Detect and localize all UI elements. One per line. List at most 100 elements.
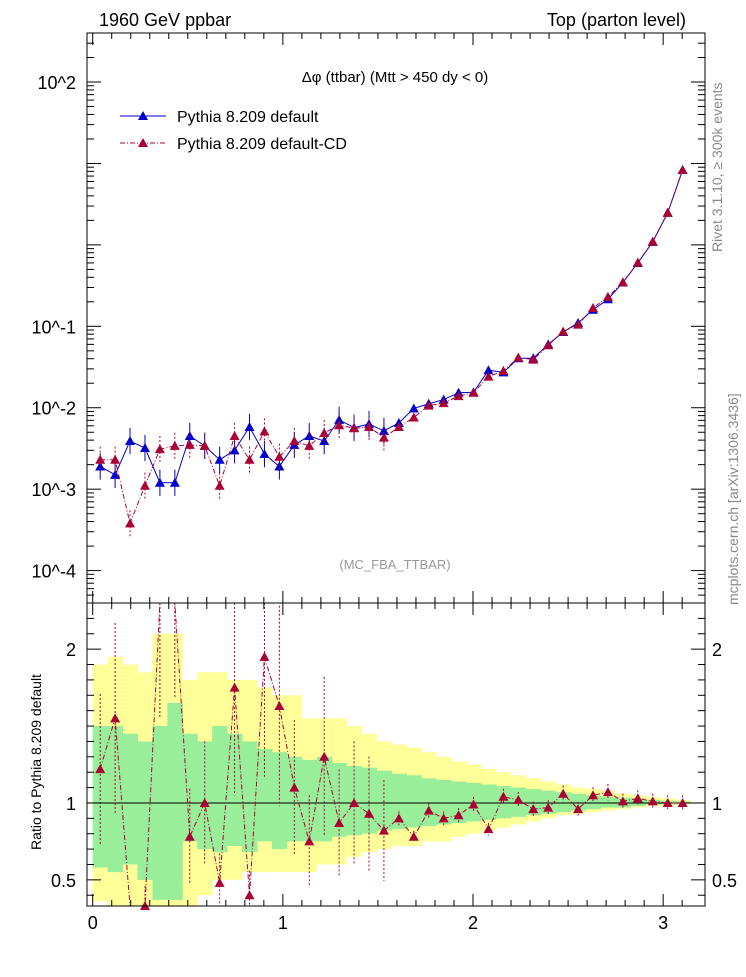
ratio-point: [558, 788, 569, 798]
ratio-band-1-bin: [286, 756, 303, 842]
ratio-point: [274, 701, 285, 711]
ratio-band-1-bin: [451, 781, 467, 823]
main-point: [513, 352, 524, 362]
ratio-point: [199, 797, 210, 807]
energy-label: 1960 GeV ppbar: [99, 10, 231, 30]
ratio-y-tick-label-right: 1: [712, 794, 722, 814]
main-point: [244, 422, 255, 432]
ratio-point: [349, 797, 360, 807]
main-point: [229, 445, 240, 455]
main-point: [483, 365, 494, 375]
main-point: [438, 398, 449, 408]
ratio-point: [513, 794, 524, 804]
main-point: [110, 454, 121, 464]
ratio-band-1-bin: [481, 784, 497, 820]
ratio-band-1-bin: [137, 741, 153, 880]
main-point: [677, 165, 688, 175]
ratio-point: [677, 797, 688, 807]
ratio-point: [289, 782, 300, 792]
ratio-point: [647, 796, 658, 806]
main-point: [363, 422, 374, 432]
main-point: [139, 443, 150, 453]
main-point: [483, 371, 494, 381]
main-point: [498, 365, 509, 375]
ratio-point: [184, 831, 195, 841]
ratio-band-1-bin: [256, 749, 273, 842]
x-tick-label: 0: [88, 913, 98, 933]
ratio-point: [528, 804, 539, 814]
ratio-point: [543, 802, 554, 812]
main-point: [378, 432, 389, 442]
legend-label-cd: Pythia 8.209 default-CD: [177, 136, 347, 153]
ratio-point: [363, 808, 374, 818]
ratio-point: [244, 890, 255, 900]
ratio-point: [602, 787, 613, 797]
ratio-band-1-bin: [331, 762, 348, 837]
main-point: [304, 430, 315, 440]
main-point: [259, 426, 270, 436]
main-series-line-1: [100, 169, 684, 526]
ratio-point: [214, 877, 225, 887]
main-y-tick-label: 10^-2: [32, 399, 76, 419]
main-point: [349, 423, 360, 433]
main-point: [632, 257, 643, 267]
ratio-y-tick-label: 0.5: [51, 871, 76, 891]
legend-marker-default: [138, 111, 148, 120]
process-label: Top (parton level): [547, 10, 686, 30]
ratio-band-1-bin: [391, 773, 407, 830]
main-point: [662, 207, 673, 217]
ratio-band-1-bin: [600, 796, 616, 808]
ratio-point: [110, 713, 121, 723]
ratio-band-1-bin: [436, 779, 452, 825]
main-y-tick-label: 10^2: [38, 73, 76, 93]
main-point: [139, 480, 150, 490]
legend-marker-cd: [138, 138, 148, 147]
main-point: [154, 444, 165, 454]
ratio-point: [632, 793, 643, 803]
arxiv-label: mcplots.cern.ch [arXiv:1306.3436]: [725, 393, 741, 605]
main-point: [110, 469, 121, 479]
legend-label-default: Pythia 8.209 default: [177, 109, 319, 126]
main-point: [408, 403, 419, 413]
ratio-point: [617, 796, 628, 806]
ratio-y-tick-label: 1: [66, 794, 76, 814]
x-tick-label: 1: [278, 913, 288, 933]
ratio-point: [304, 836, 315, 846]
main-point: [169, 477, 180, 487]
main-point: [289, 436, 300, 446]
main-point: [453, 391, 464, 401]
ratio-band-1-bin: [167, 702, 183, 900]
main-point: [199, 440, 210, 450]
main-y-tick-label: 10^-4: [32, 562, 76, 582]
x-tick-label: 3: [658, 913, 668, 933]
main-point: [184, 439, 195, 449]
main-point: [274, 451, 285, 461]
ratio-y-tick-label-right: 0.5: [712, 871, 737, 891]
main-point: [304, 440, 315, 450]
ratio-frame: [86, 602, 706, 907]
ratio-point: [95, 764, 106, 774]
ratio-band-1-bin: [271, 752, 288, 850]
watermark: (MC_FBA_TTBAR): [339, 557, 450, 572]
ratio-point: [498, 791, 509, 801]
main-point: [528, 354, 539, 364]
main-point: [154, 477, 165, 487]
ratio-point: [334, 817, 345, 827]
ratio-band-1-bin: [242, 741, 258, 853]
ratio-band-1-bin: [406, 775, 422, 828]
ratio-point: [588, 790, 599, 800]
main-point: [274, 461, 285, 471]
x-tick-label: 2: [468, 913, 478, 933]
main-title: Δφ (ttbar) (Mtt > 450 dy < 0): [302, 69, 488, 86]
ratio-band-1-bin: [92, 726, 109, 868]
main-point: [408, 412, 419, 422]
ratio-point: [408, 831, 419, 841]
main-point: [573, 319, 584, 329]
main-point: [125, 436, 136, 446]
ratio-band-1-bin: [182, 733, 198, 842]
main-point: [558, 326, 569, 336]
ratio-point: [423, 805, 434, 815]
ratio-series-line: [99, 602, 683, 907]
